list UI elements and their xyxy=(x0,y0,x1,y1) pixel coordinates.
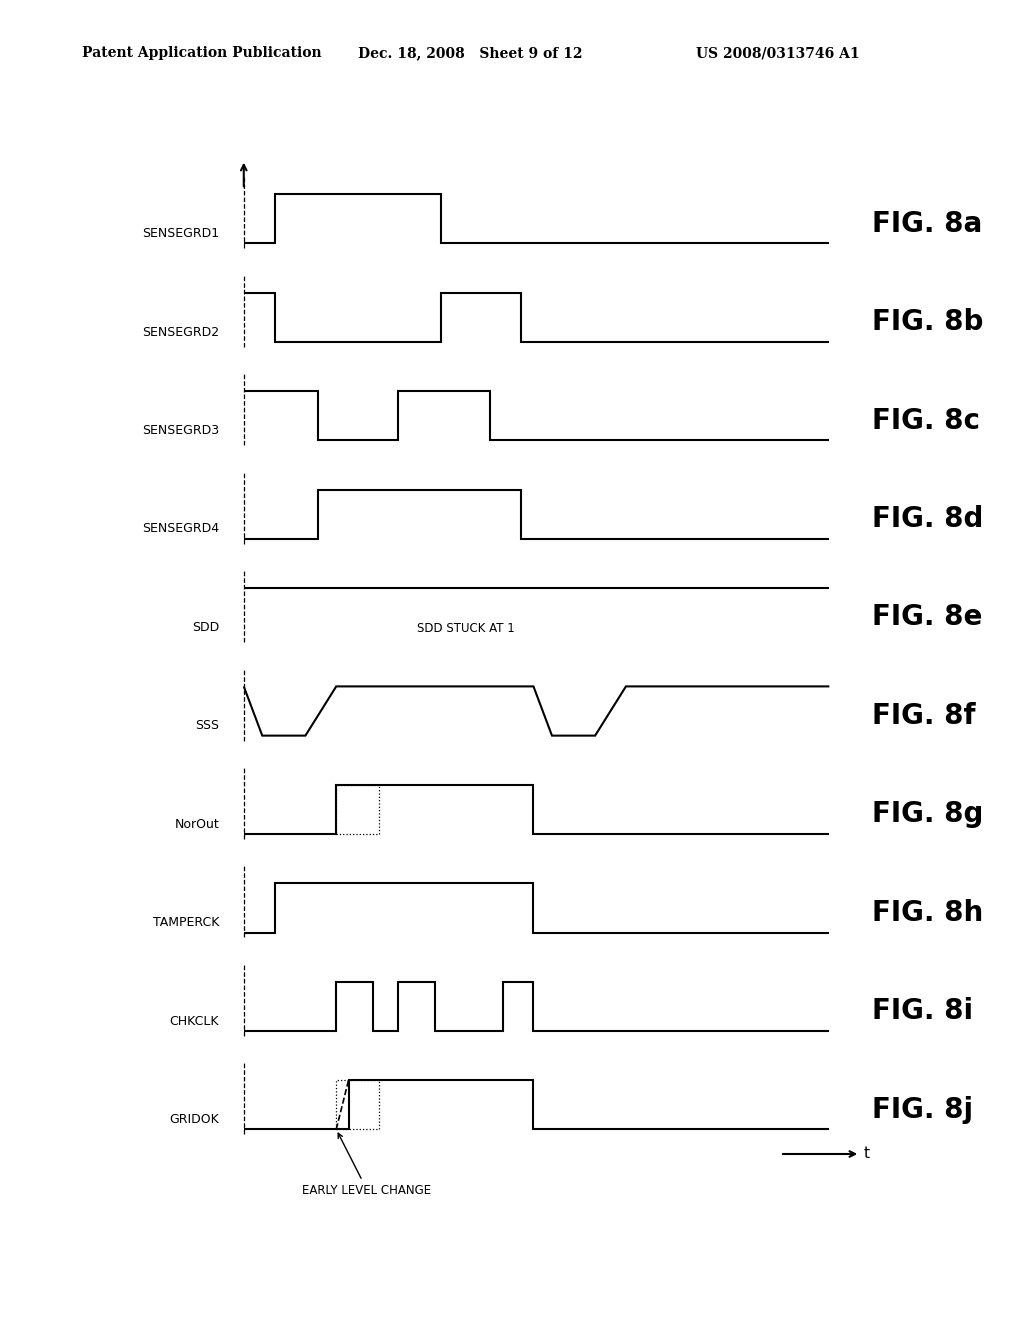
Text: SENSEGRD4: SENSEGRD4 xyxy=(142,523,219,536)
Text: TAMPERCK: TAMPERCK xyxy=(153,916,219,929)
Text: SENSEGRD3: SENSEGRD3 xyxy=(142,424,219,437)
Text: SDD: SDD xyxy=(191,620,219,634)
Text: FIG. 8i: FIG. 8i xyxy=(872,997,974,1026)
Text: NorOut: NorOut xyxy=(174,817,219,830)
Text: t: t xyxy=(863,1147,869,1162)
Text: FIG. 8g: FIG. 8g xyxy=(872,800,984,829)
Text: FIG. 8f: FIG. 8f xyxy=(872,702,976,730)
Text: FIG. 8a: FIG. 8a xyxy=(872,210,983,238)
Text: FIG. 8d: FIG. 8d xyxy=(872,506,984,533)
Text: Dec. 18, 2008   Sheet 9 of 12: Dec. 18, 2008 Sheet 9 of 12 xyxy=(358,46,583,61)
Text: EARLY LEVEL CHANGE: EARLY LEVEL CHANGE xyxy=(302,1134,431,1196)
Text: US 2008/0313746 A1: US 2008/0313746 A1 xyxy=(696,46,860,61)
Text: SSS: SSS xyxy=(196,719,219,733)
Text: FIG. 8h: FIG. 8h xyxy=(872,899,984,927)
Text: Patent Application Publication: Patent Application Publication xyxy=(82,46,322,61)
Text: SDD STUCK AT 1: SDD STUCK AT 1 xyxy=(418,622,515,635)
Text: FIG. 8j: FIG. 8j xyxy=(872,1096,974,1123)
Text: FIG. 8c: FIG. 8c xyxy=(872,407,981,434)
Text: SENSEGRD1: SENSEGRD1 xyxy=(142,227,219,240)
Text: CHKCLK: CHKCLK xyxy=(170,1015,219,1027)
Text: FIG. 8e: FIG. 8e xyxy=(872,603,983,631)
Text: FIG. 8b: FIG. 8b xyxy=(872,308,984,337)
Text: SENSEGRD2: SENSEGRD2 xyxy=(142,326,219,338)
Text: GRIDOK: GRIDOK xyxy=(169,1113,219,1126)
